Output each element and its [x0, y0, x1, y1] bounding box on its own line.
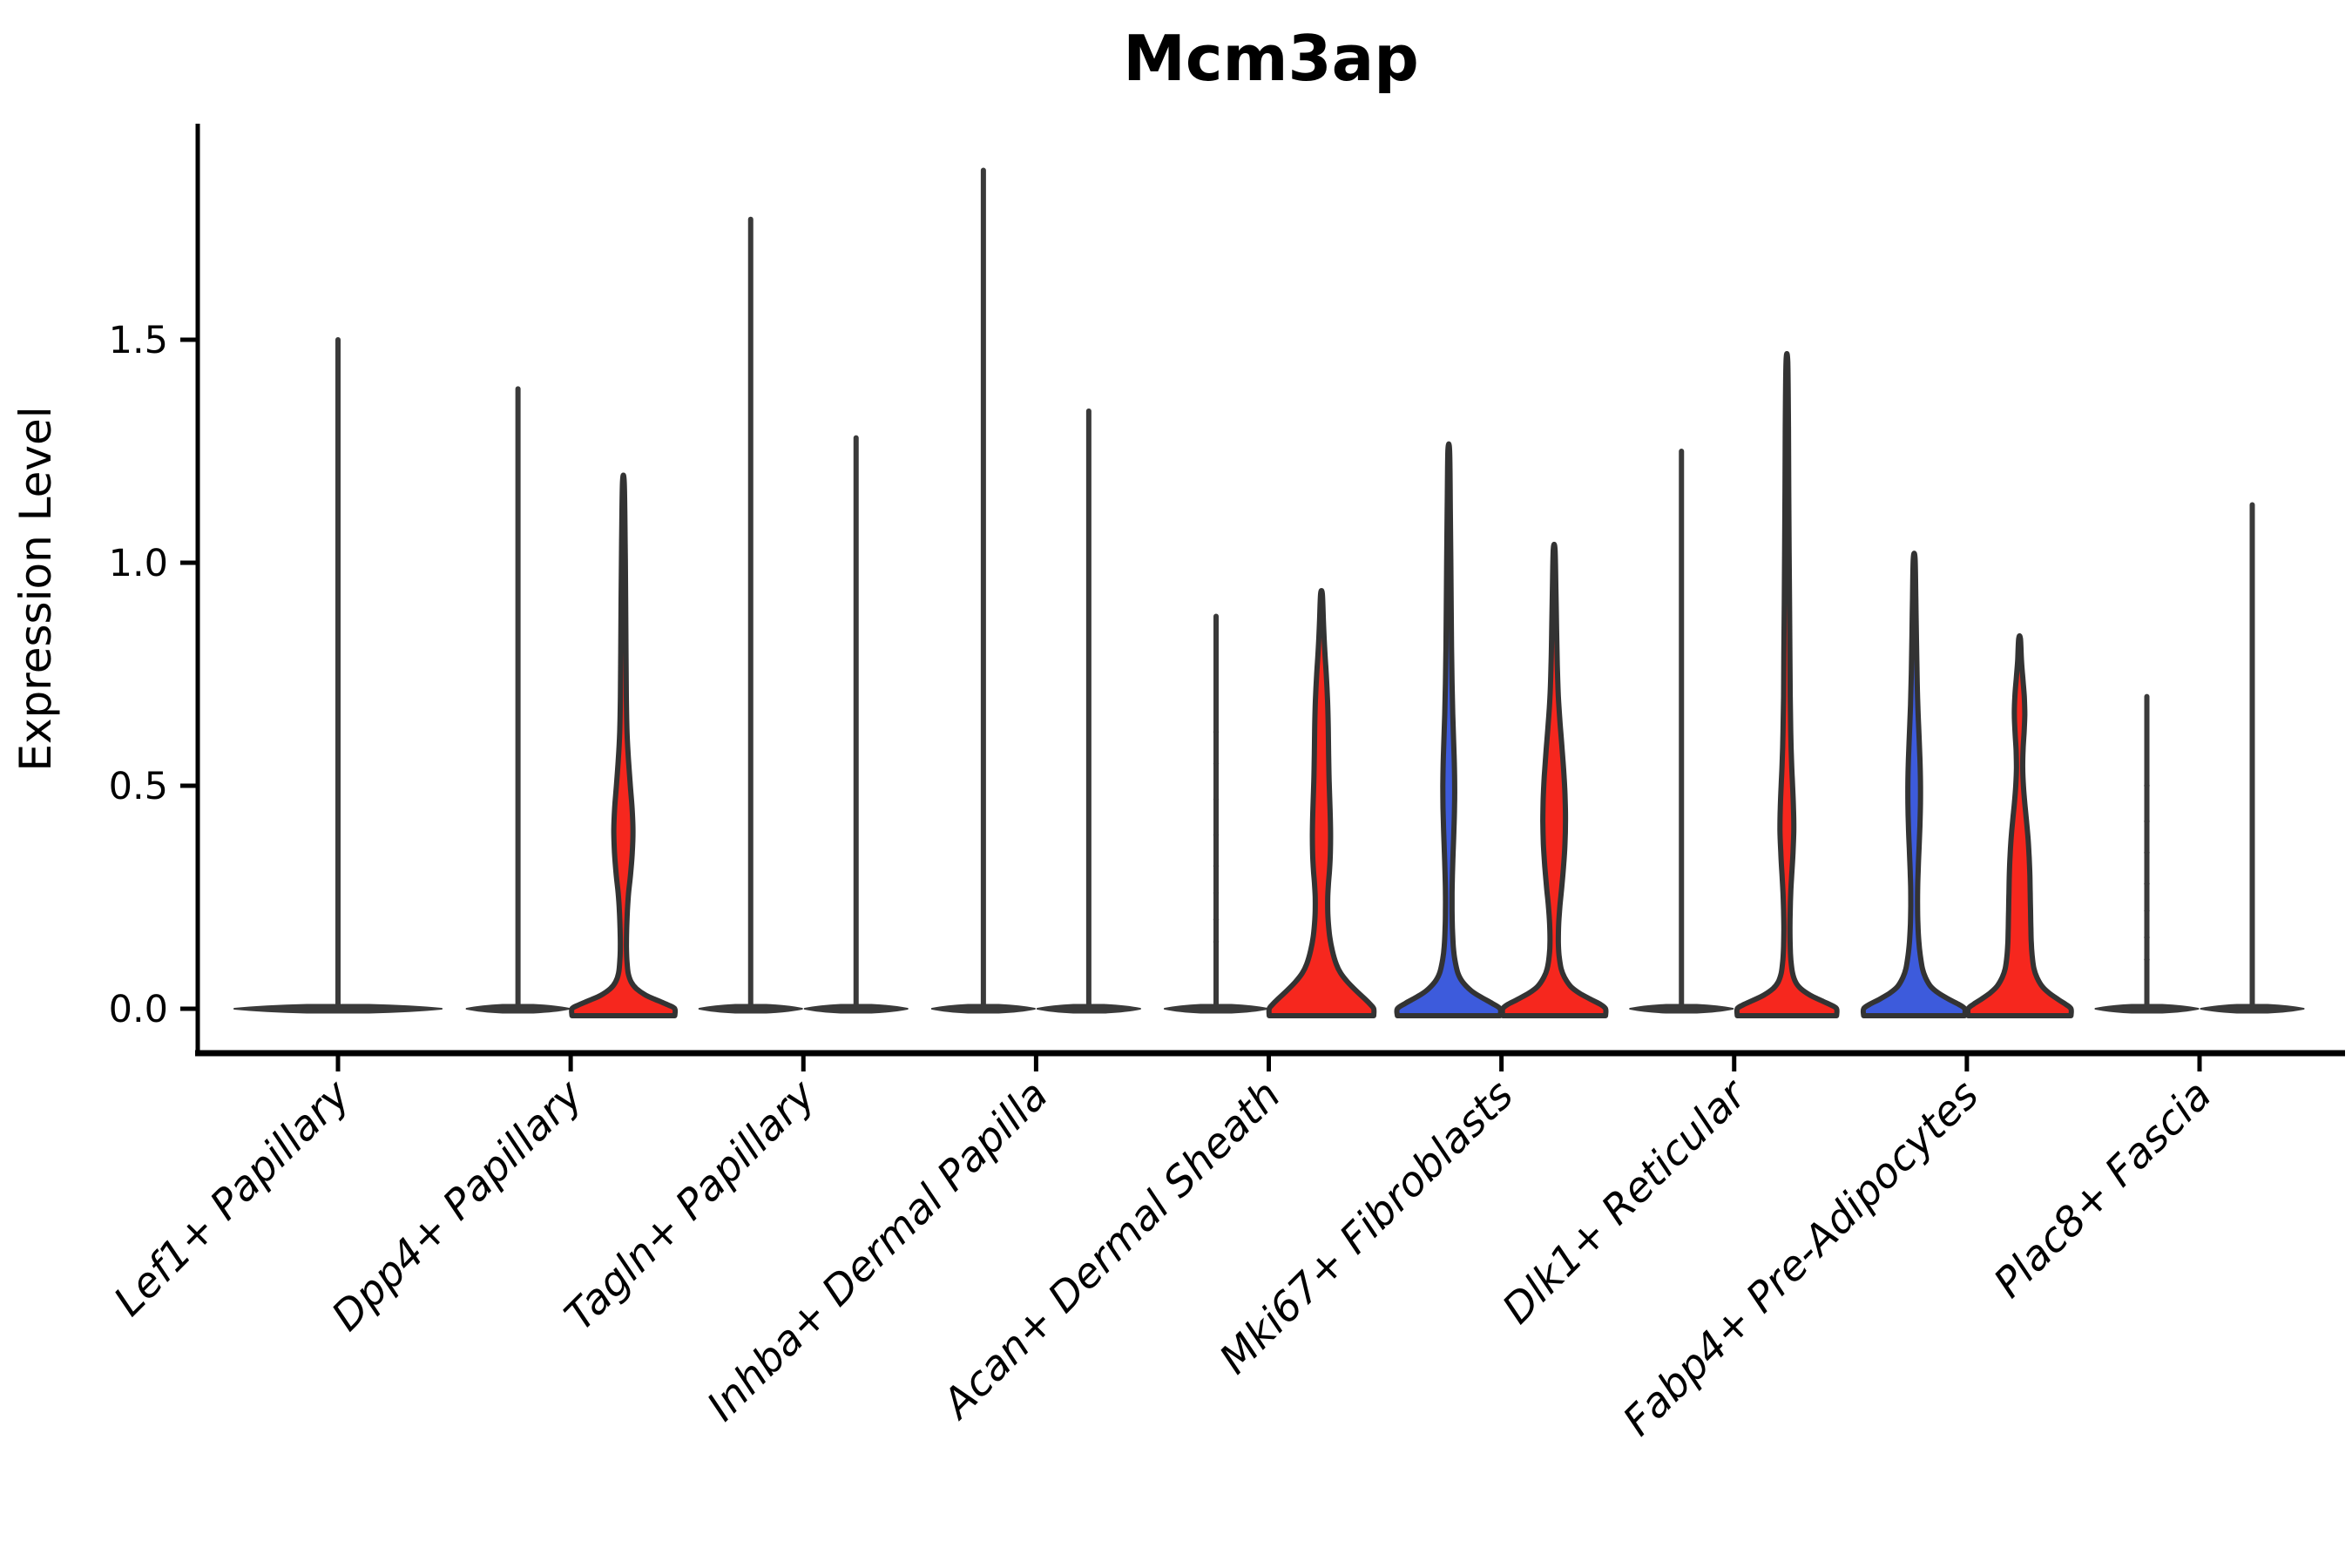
plot-title: Mcm3ap	[1123, 22, 1419, 95]
violin-acan-dermal-sheath-left-point-2	[1213, 889, 1220, 896]
violin-acan-dermal-sheath-right	[1266, 587, 1377, 1018]
violin-acan-dermal-sheath-left-point-4	[1213, 832, 1220, 838]
y-tick-label-1: 0.5	[109, 765, 168, 808]
violin-mki67-fibroblasts-right	[1499, 541, 1609, 1018]
y-tick-label-2: 1.0	[109, 542, 168, 585]
violin-plac8-fascia-left-point-4	[2144, 849, 2150, 855]
y-tick-label-0: 0.0	[109, 988, 168, 1031]
violin-acan-dermal-sheath-left-point-6	[1213, 760, 1220, 767]
violin-plac8-fascia-left-point-6	[2144, 782, 2150, 789]
violin-plac8-fascia-left-point-3	[2144, 881, 2150, 887]
violin-acan-dermal-sheath-left-point-5	[1213, 796, 1220, 802]
violin-plac8-fascia-left-point-0	[2144, 956, 2150, 963]
violin-dlk1-reticular-right	[1734, 351, 1840, 1018]
violin-plac8-fascia-left-point-2	[2144, 908, 2150, 914]
x-tick-label-lef1-papillary: Lef1+ Papillary	[105, 1071, 360, 1326]
x-tick-label-plac8-fascia: Plac8+ Fascia	[1984, 1071, 2220, 1308]
x-tick-label-dlk1-reticular: Dlk1+ Reticular	[1493, 1070, 1757, 1334]
x-tick-label-dpp4-papillary: Dpp4+ Papillary	[322, 1071, 592, 1341]
x-tick-label-tagln-papillary: Tagln+ Papillary	[556, 1071, 826, 1341]
y-tick-label-3: 1.5	[109, 319, 168, 362]
violin-plac8-fascia-left-point-5	[2144, 818, 2150, 825]
violin-fabp4-pre-adipocytes-left	[1860, 551, 1968, 1018]
violin-acan-dermal-sheath-left-point-3	[1213, 862, 1220, 869]
violin-dpp4-papillary-right	[569, 472, 679, 1018]
y-axis-label: Expression Level	[10, 406, 61, 771]
violin-acan-dermal-sheath-left-point-1	[1213, 916, 1220, 923]
violin-plac8-fascia-left-point-1	[2144, 934, 2150, 941]
violin-acan-dermal-sheath-left-point-7	[1213, 729, 1220, 735]
violin-mki67-fibroblasts-left	[1394, 441, 1504, 1018]
violin-fabp4-pre-adipocytes-right	[1964, 632, 2074, 1018]
violin-acan-dermal-sheath-left-point-0	[1213, 939, 1220, 945]
violins-layer	[233, 167, 2305, 1018]
